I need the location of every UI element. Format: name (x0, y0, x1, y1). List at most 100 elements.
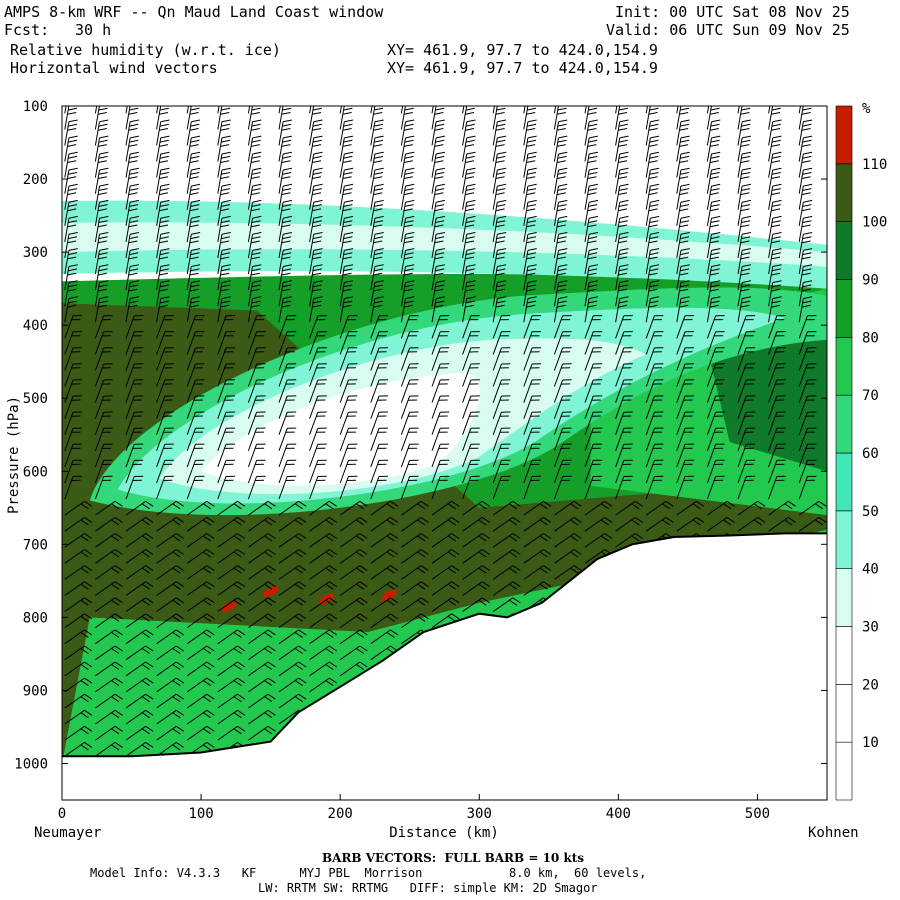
wind-barb (645, 427, 664, 451)
wind-barb (523, 315, 542, 339)
wind-barb (217, 645, 246, 661)
wind-barb (156, 613, 184, 629)
wind-barb (64, 296, 78, 323)
wind-barb (645, 264, 660, 291)
wind-barb (462, 533, 490, 548)
wind-barb (278, 183, 293, 210)
wind-barb (95, 533, 123, 548)
wind-barb (309, 661, 337, 677)
wind-barb (64, 248, 78, 275)
wind-barb (462, 347, 480, 371)
x-tick-label: 500 (745, 806, 770, 822)
wind-barb (492, 331, 511, 355)
wind-barb (584, 151, 599, 178)
wind-barb (125, 215, 140, 242)
wind-barb (278, 167, 293, 194)
wind-barb (523, 232, 537, 258)
wind-barb (339, 106, 354, 130)
wind-barb (768, 296, 782, 323)
wind-barb (278, 331, 297, 355)
wind-barb (676, 232, 690, 258)
rh-spot (262, 586, 279, 598)
wind-barb (370, 119, 384, 146)
wind-barb (64, 379, 83, 403)
wind-barb (248, 581, 276, 596)
wind-barb (339, 549, 368, 564)
wind-barb (186, 347, 205, 371)
wind-barb (217, 581, 246, 596)
wind-barb (278, 443, 297, 468)
wind-barb (64, 199, 78, 226)
wind-barb (676, 331, 695, 355)
wind-barb (309, 565, 337, 580)
wind-barb (339, 500, 368, 516)
wind-barb (186, 215, 201, 242)
wind-barb (400, 443, 419, 468)
wind-barb (125, 296, 140, 323)
wind-barb (125, 427, 144, 451)
wind-barb (217, 315, 236, 339)
wind-barb (737, 264, 752, 291)
wind-barb (737, 459, 756, 484)
wind-barb (278, 645, 307, 661)
wind-barb (125, 677, 154, 693)
wind-barb (492, 500, 521, 516)
wind-barb (339, 516, 368, 532)
wind-barb (94, 119, 109, 146)
wind-barb (768, 135, 782, 162)
wind-barb (186, 183, 201, 210)
wind-barb (737, 475, 756, 500)
wind-barb (370, 347, 389, 371)
wind-barb (309, 232, 323, 258)
wind-barb (339, 565, 368, 580)
wind-barb (156, 379, 174, 403)
wind-barb (523, 565, 552, 580)
y-tick-label: 700 (23, 537, 48, 553)
wind-barb (217, 709, 246, 725)
wind-barb (278, 215, 293, 242)
colorbar-swatch (835, 163, 853, 222)
wind-barb (523, 331, 542, 355)
wind-barb (553, 183, 568, 210)
y-tick-label: 400 (23, 318, 48, 334)
wind-barb (247, 411, 266, 435)
wind-barb (706, 135, 721, 162)
wind-barb (125, 315, 144, 339)
wind-barb (737, 427, 756, 451)
wind-barb (94, 215, 109, 242)
wind-barb (370, 363, 389, 387)
wind-barb (217, 347, 236, 371)
wind-barb (278, 280, 293, 307)
wind-barb (125, 629, 154, 645)
chart-title: AMPS 8-km WRF -- Qn Maud Land Coast wind… (4, 3, 384, 21)
wind-barb (278, 395, 297, 419)
wind-barb (64, 264, 78, 291)
wind-barb (462, 500, 490, 516)
wind-barb (615, 395, 633, 419)
y-tick-label: 500 (23, 391, 48, 407)
wind-barb (523, 459, 542, 484)
wind-barb (339, 119, 354, 146)
wind-barb (400, 363, 419, 387)
wind-barb (186, 533, 215, 548)
wind-barb (431, 119, 446, 146)
wind-barb (553, 347, 572, 371)
wind-barb (125, 581, 154, 596)
wind-barb (125, 151, 140, 178)
wind-barb (217, 629, 246, 645)
wind-barb (278, 597, 307, 612)
wind-barb (615, 516, 643, 532)
wind-barb (247, 199, 262, 226)
wind-barb (217, 677, 246, 693)
wind-barb (278, 533, 307, 548)
wind-barb (217, 119, 231, 146)
wind-barb (156, 427, 174, 451)
x-tick-label: 0 (58, 806, 66, 822)
wind-barb (339, 581, 368, 596)
wind-barb (247, 427, 266, 451)
wind-barb (768, 443, 786, 468)
wind-barb (523, 167, 537, 194)
wind-barb (431, 183, 446, 210)
wind-barb (798, 516, 827, 532)
wind-barb (278, 677, 307, 693)
